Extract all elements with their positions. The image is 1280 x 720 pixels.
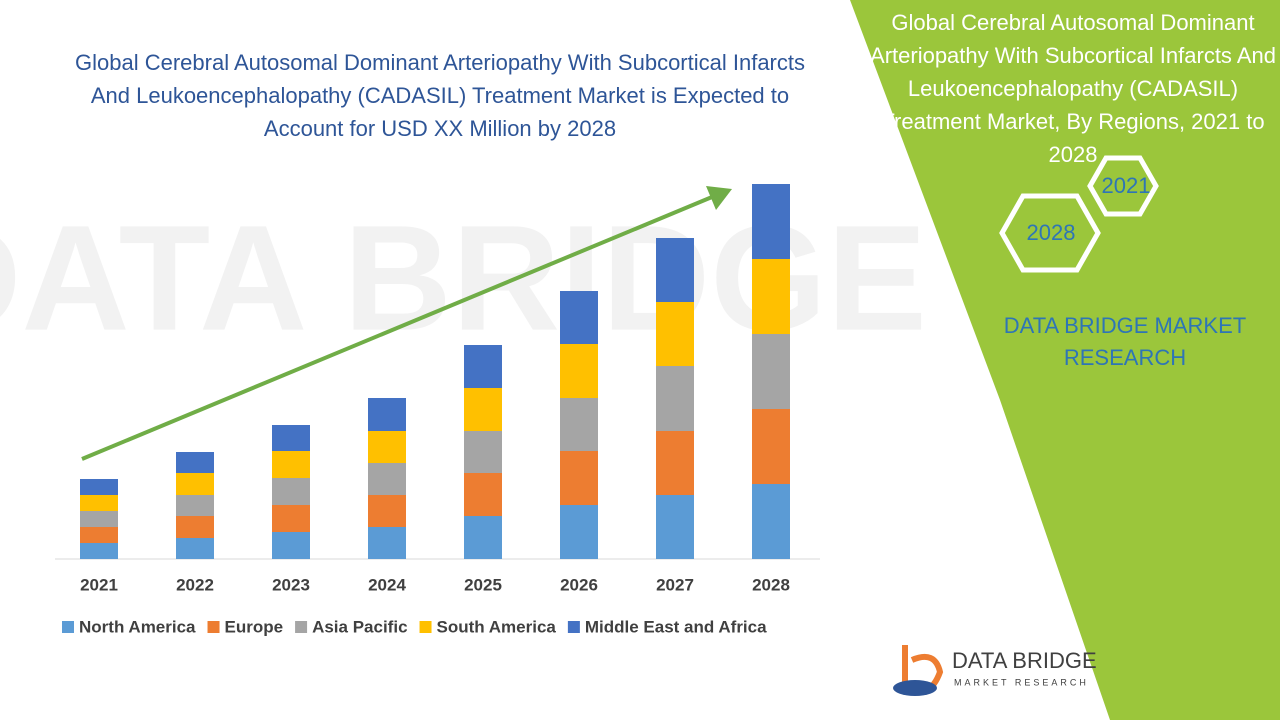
hexagon-label: 2021 [1102, 173, 1151, 198]
x-tick-label: 2023 [272, 575, 310, 594]
bar-segment [656, 495, 694, 559]
x-tick-label: 2028 [752, 575, 790, 594]
x-tick-label: 2025 [464, 575, 502, 594]
logo-icon [893, 680, 937, 696]
x-tick-label: 2027 [656, 575, 694, 594]
bar-segment [368, 495, 406, 527]
bar-segment [464, 473, 502, 516]
chart-title: Global Cerebral Autosomal Dominant Arter… [75, 50, 805, 141]
side-panel-bg [850, 0, 1280, 720]
x-tick-label: 2024 [368, 575, 406, 594]
bar-segment [272, 425, 310, 451]
legend-swatch [62, 621, 74, 633]
bar-segment [752, 409, 790, 484]
bar-segment [752, 484, 790, 559]
bar-segment [368, 431, 406, 463]
brand: DATA BRIDGE MARKET RESEARCH [1003, 313, 1247, 370]
hexagon [999, 193, 1101, 273]
bar-segment [656, 302, 694, 366]
bar-segment [80, 543, 118, 559]
bar-segment [80, 479, 118, 495]
bar-segment [464, 345, 502, 388]
hexagon-label: 2028 [1027, 220, 1076, 245]
bar-segment [560, 344, 598, 398]
bar-segment [656, 366, 694, 431]
legend-swatch [295, 621, 308, 633]
bar-segment [272, 478, 310, 505]
logo-tagline: MARKET RESEARCH [954, 677, 1089, 687]
bar-segment [464, 388, 502, 431]
legend-swatch [567, 621, 580, 633]
legend-label: North America [79, 617, 196, 636]
bar-segment [272, 532, 310, 559]
bar-segment [560, 291, 598, 344]
bar-segment [176, 452, 214, 473]
bar-segment [272, 505, 310, 532]
bar-segment [464, 431, 502, 473]
bar-segment [272, 451, 310, 478]
bar-segment [80, 527, 118, 543]
legend-label: Asia Pacific [312, 617, 407, 636]
bar-segment [752, 184, 790, 259]
x-tick-label: 2021 [80, 575, 118, 594]
bar-segment [368, 527, 406, 559]
arrow-head [706, 186, 732, 210]
bar-segment [560, 398, 598, 451]
panel-title: Global Cerebral Autosomal Dominant Arter… [870, 10, 1276, 167]
bar-segment [176, 516, 214, 538]
bar-segment [656, 431, 694, 495]
bar-segment [368, 398, 406, 431]
bar-segment [752, 259, 790, 334]
logo-name: DATA BRIDGE [952, 648, 1097, 673]
bar-segment [560, 451, 598, 505]
legend-swatch [207, 621, 220, 633]
bar-segment [176, 473, 214, 495]
bar-segment [752, 334, 790, 409]
bar-segment [368, 463, 406, 495]
bar-segment [80, 495, 118, 511]
x-tick-label: 2026 [560, 575, 598, 594]
legend-label: Middle East and Africa [585, 617, 767, 636]
x-tick-label: 2022 [176, 575, 214, 594]
bar-segment [176, 538, 214, 559]
hexagon [1087, 155, 1159, 217]
bar-segment [80, 511, 118, 527]
legend-label: Europe [225, 617, 284, 636]
bar-segment [464, 516, 502, 559]
bar-segment [176, 495, 214, 516]
bar-segment [560, 505, 598, 559]
trend-arrow [81, 195, 713, 461]
legend-label: South America [437, 617, 557, 636]
legend-swatch [419, 621, 432, 633]
bar-segment [656, 238, 694, 302]
